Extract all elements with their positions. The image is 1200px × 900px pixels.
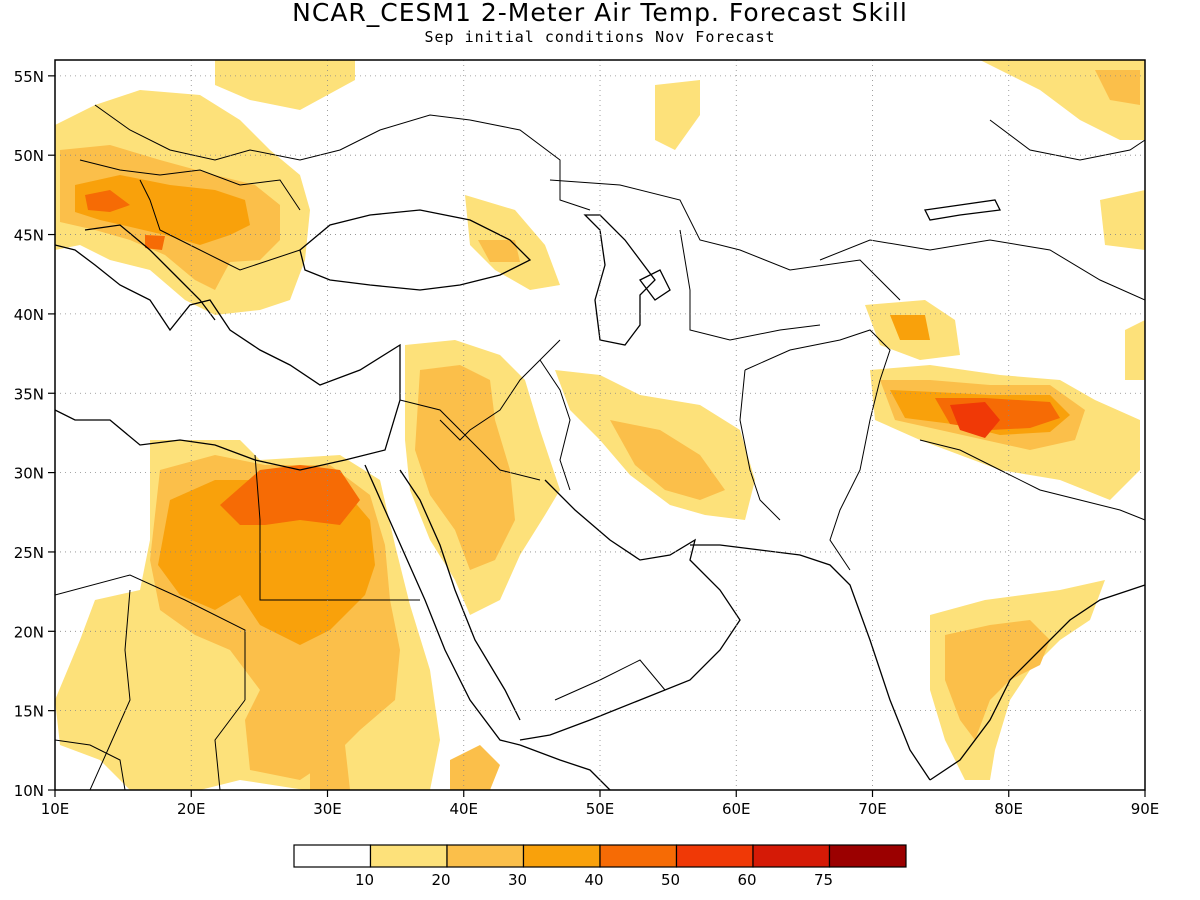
- lat-tick-label: 55N: [14, 68, 44, 86]
- lat-tick-label: 30N: [14, 465, 44, 483]
- shade-himalaya-50: [950, 402, 1000, 438]
- legend-swatch: [675, 844, 754, 868]
- lat-tick-label: 40N: [14, 306, 44, 324]
- border-europe-3: [139, 179, 301, 271]
- shade-europe-30: [75, 175, 250, 245]
- border-africa-2: [254, 454, 420, 601]
- border-kazakh-1: [549, 179, 901, 301]
- legend-swatch: [599, 844, 678, 868]
- graticule: [55, 60, 1145, 790]
- shade-east-edge: [1100, 190, 1145, 380]
- shade-russia-north: [655, 80, 700, 150]
- border-mongolia: [989, 119, 1145, 161]
- legend-swatch: [369, 844, 448, 868]
- shade-anatolia-20: [478, 240, 520, 262]
- coast-aral: [639, 269, 671, 301]
- legend-label: 30: [508, 871, 527, 889]
- border-africa-4: [214, 699, 246, 790]
- border-iran-west: [539, 359, 571, 491]
- lat-tick-label: 50N: [14, 147, 44, 165]
- shade-india-20: [945, 620, 1050, 740]
- shade-africa-south: [310, 740, 500, 790]
- lon-tick-label: 80E: [994, 800, 1023, 818]
- border-india-nepal: [919, 439, 1145, 521]
- color-legend: 10 20 30 40 50 60 75: [293, 844, 907, 889]
- coast-arabian-sea: [690, 544, 1145, 781]
- border-middle-east-1: [399, 399, 541, 481]
- border-iran-east: [739, 369, 781, 521]
- coast-mediterranean: [55, 244, 401, 471]
- coast-adriatic: [84, 224, 216, 321]
- borders: [55, 104, 1145, 790]
- lon-tick-label: 50E: [586, 800, 615, 818]
- border-russia: [469, 119, 591, 211]
- legend-swatch: [522, 844, 601, 868]
- border-europe-2: [79, 159, 301, 211]
- coast-balkhash: [924, 199, 1001, 221]
- lon-tick-label: 10E: [41, 800, 70, 818]
- shade-africa-40: [220, 465, 360, 525]
- chart-title: NCAR_CESM1 2-Meter Air Temp. Forecast Sk…: [292, 0, 908, 27]
- shade-iran-20: [610, 420, 725, 500]
- legend-swatch: [446, 844, 525, 868]
- lon-tick-label: 70E: [858, 800, 887, 818]
- shade-europe-north: [215, 60, 355, 110]
- lat-tick-label: 10N: [14, 782, 44, 800]
- lat-tick-label: 25N: [14, 544, 44, 562]
- coast-east-africa: [519, 744, 611, 790]
- lat-tick-label: 45N: [14, 227, 44, 245]
- lon-tick-label: 60E: [722, 800, 751, 818]
- shade-mongolia-20: [1095, 70, 1140, 105]
- legend-swatch: [828, 844, 907, 868]
- lat-tick-label: 35N: [14, 385, 44, 403]
- legend-swatch: [293, 844, 372, 868]
- legend-label: 75: [814, 871, 833, 889]
- coastlines: [55, 199, 1145, 790]
- coast-caspian: [583, 214, 656, 346]
- border-afghan: [744, 329, 891, 381]
- border-kazakh-2: [679, 229, 821, 341]
- legend-label: 60: [737, 871, 756, 889]
- border-china: [819, 239, 1145, 301]
- shade-europe-40: [85, 190, 165, 250]
- legend-label: 40: [584, 871, 603, 889]
- legend-label: 20: [431, 871, 450, 889]
- border-pakistan: [829, 379, 881, 571]
- legend-label: 10: [355, 871, 374, 889]
- lon-tick-label: 30E: [313, 800, 342, 818]
- coast-black-sea: [299, 209, 532, 291]
- coast-red-sea: [364, 464, 521, 746]
- legend-swatch: [752, 844, 831, 868]
- chart-subtitle: Sep initial conditions Nov Forecast: [424, 28, 776, 46]
- shade-karakoram-30: [890, 315, 930, 340]
- legend-label: 50: [661, 871, 680, 889]
- border-africa-3: [89, 589, 131, 790]
- lat-tick-label: 15N: [14, 703, 44, 721]
- border-yemen: [554, 659, 666, 701]
- lat-tick-label: 20N: [14, 623, 44, 641]
- lon-tick-label: 90E: [1131, 800, 1160, 818]
- coast-gulf: [519, 479, 741, 741]
- lon-tick-label: 20E: [177, 800, 206, 818]
- axis-ticks: [48, 75, 1146, 797]
- border-africa-1: [55, 574, 246, 700]
- lon-tick-label: 40E: [449, 800, 478, 818]
- border-africa-5: [55, 739, 126, 790]
